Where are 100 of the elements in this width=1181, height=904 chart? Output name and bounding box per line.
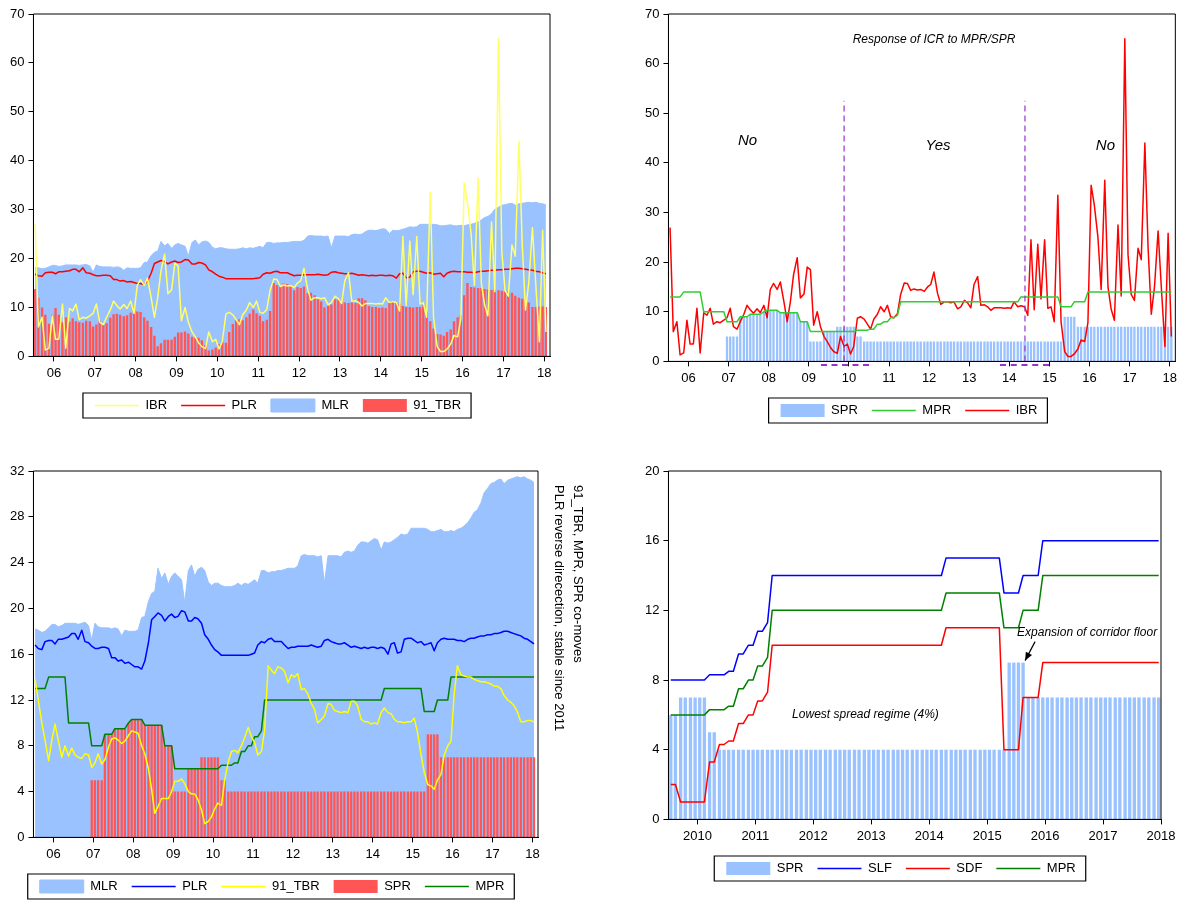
y-tick-label: 20 xyxy=(644,462,660,478)
y-tick-label: 70 xyxy=(9,5,25,21)
y-tick-label: 0 xyxy=(652,352,660,368)
y-tick-label: 30 xyxy=(9,201,25,217)
y-tick-label: 12 xyxy=(9,691,25,707)
x-tick-label: 12 xyxy=(291,364,307,380)
x-tick-label: 2013 xyxy=(856,827,886,843)
x-tick-label: 08 xyxy=(126,845,141,861)
y-tick-label: 60 xyxy=(644,55,660,71)
legend-label: MLR xyxy=(90,878,118,894)
x-tick-label: 06 xyxy=(46,364,62,380)
legend-label: SPR xyxy=(384,878,411,894)
x-tick-label: 2010 xyxy=(682,827,712,843)
y-tick-label: 20 xyxy=(9,250,25,266)
y-tick-label: 10 xyxy=(644,303,660,319)
legend-label: SDF xyxy=(956,860,983,876)
x-tick-label: 15 xyxy=(1042,369,1057,385)
y-tick-label: 24 xyxy=(9,554,25,570)
x-tick-label: 07 xyxy=(86,845,101,861)
y-tick-label: 50 xyxy=(644,104,660,120)
x-tick-label: 13 xyxy=(961,369,977,385)
legend-label: 91_TBR xyxy=(413,397,462,413)
legend-label: PLR xyxy=(182,878,208,894)
x-tick-label: 10 xyxy=(841,369,857,385)
x-tick-label: 13 xyxy=(332,364,348,380)
y-tick-label: 40 xyxy=(9,152,25,168)
x-tick-label: 17 xyxy=(1122,369,1137,385)
x-tick-label: 10 xyxy=(210,364,225,380)
y-tick-label: 30 xyxy=(644,204,660,220)
x-tick-label: 09 xyxy=(165,845,181,861)
legend-label: 91_TBR xyxy=(271,878,320,894)
x-tick-label: 15 xyxy=(405,845,420,861)
x-tick-label: 07 xyxy=(87,364,102,380)
x-tick-label: 08 xyxy=(128,364,143,380)
legend-label: SPR xyxy=(831,402,858,418)
x-tick-label: 2015 xyxy=(972,827,1002,843)
y-tick-label: 0 xyxy=(17,347,25,363)
x-tick-label: 11 xyxy=(882,369,896,385)
y-tick-label: 4 xyxy=(17,783,25,799)
x-tick-label: 17 xyxy=(485,845,500,861)
x-tick-label: 12 xyxy=(921,369,937,385)
x-tick-label: 16 xyxy=(455,364,470,380)
y-tick-label: 70 xyxy=(644,5,660,21)
x-tick-label: 18 xyxy=(525,845,540,861)
x-tick-label: 18 xyxy=(537,364,552,380)
x-tick-label: 2014 xyxy=(914,827,944,843)
x-tick-label: 13 xyxy=(325,845,341,861)
x-tick-label: 06 xyxy=(681,369,696,385)
y-tick-label: 20 xyxy=(644,253,660,269)
legend-label: IBR xyxy=(1015,402,1038,418)
x-tick-label: 18 xyxy=(1162,369,1177,385)
x-tick-label: 10 xyxy=(205,845,221,861)
annotation: No xyxy=(1095,135,1115,153)
text: 91_TBR, MPR, SPR co-moves xyxy=(571,485,587,664)
x-tick-label: 14 xyxy=(373,364,389,380)
y-tick-label: 16 xyxy=(9,645,25,661)
x-tick-label: 09 xyxy=(169,364,184,380)
legend-label: MPR xyxy=(1046,860,1076,876)
annotation: Yes xyxy=(925,135,952,153)
y-tick-label: 32 xyxy=(9,462,25,478)
x-tick-label: 17 xyxy=(496,364,511,380)
x-tick-label: 09 xyxy=(801,369,817,385)
y-tick-label: 12 xyxy=(644,601,660,617)
x-tick-label: 16 xyxy=(445,845,460,861)
annotation: Lowest spread regime (4%) xyxy=(792,707,939,722)
legend-label: SLF xyxy=(868,860,892,876)
annotation: No xyxy=(737,130,758,148)
y-tick-label: 0 xyxy=(652,810,660,826)
legend-label: IBR xyxy=(145,397,168,413)
x-tick-label: 15 xyxy=(414,364,429,380)
x-tick-label: 2018 xyxy=(1146,827,1176,843)
x-tick-label: 08 xyxy=(761,369,776,385)
x-tick-label: 11 xyxy=(246,845,260,861)
legend-label: SPR xyxy=(776,860,804,876)
text: PLR reverse direcection, stable since 2011 xyxy=(552,485,568,732)
y-tick-label: 28 xyxy=(9,508,25,524)
x-tick-label: 12 xyxy=(285,845,301,861)
legend-label: MPR xyxy=(922,402,952,418)
x-tick-label: 2016 xyxy=(1030,827,1060,843)
annotation: Response of ICR to MPR/SPR xyxy=(852,32,1016,47)
x-tick-label: 14 xyxy=(365,845,380,861)
x-tick-label: 11 xyxy=(251,364,265,380)
y-tick-label: 20 xyxy=(9,599,25,615)
y-tick-label: 10 xyxy=(9,299,25,315)
legend-label: MLR xyxy=(321,397,349,413)
y-tick-label: 60 xyxy=(9,54,25,70)
x-tick-label: 2012 xyxy=(798,827,828,843)
legend-label: PLR xyxy=(231,397,257,413)
y-tick-label: 16 xyxy=(644,532,660,548)
x-tick-label: 06 xyxy=(46,845,61,861)
y-tick-label: 8 xyxy=(17,737,25,753)
x-tick-label: 2011 xyxy=(741,827,770,843)
y-tick-label: 8 xyxy=(652,671,660,687)
annotation: Expansion of corridor floor xyxy=(1017,624,1159,639)
x-tick-label: 2017 xyxy=(1088,827,1118,843)
y-tick-label: 40 xyxy=(644,154,660,170)
x-tick-label: 07 xyxy=(721,369,736,385)
y-tick-label: 50 xyxy=(9,103,25,119)
x-tick-label: 14 xyxy=(1002,369,1017,385)
y-tick-label: 0 xyxy=(17,828,25,844)
